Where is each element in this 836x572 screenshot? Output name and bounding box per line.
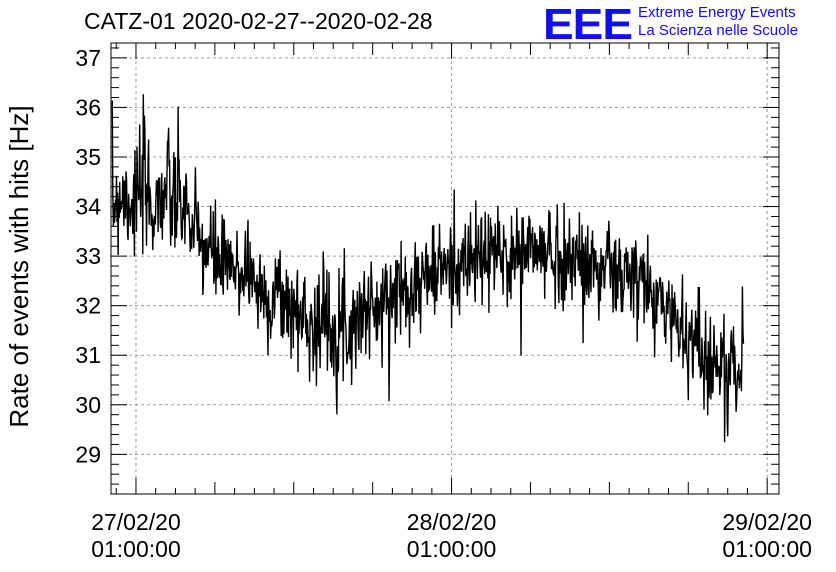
y-tick-label: 36 xyxy=(75,94,101,120)
x-axis: 27/02/2001:00:0028/02/2001:00:0029/02/20… xyxy=(91,43,812,562)
logo-caption: Extreme Energy Events La Scienza nelle S… xyxy=(638,4,798,40)
logo-caption-line1: Extreme Energy Events xyxy=(638,4,796,21)
y-tick-label: 30 xyxy=(75,392,101,418)
y-tick-label: 34 xyxy=(75,194,101,220)
y-axis: 29 30 31 32 33 34 35 36 37 xyxy=(75,45,779,495)
x-tick-label-date: 29/02/20 xyxy=(722,509,812,535)
series-group xyxy=(111,94,745,443)
eee-logo: EEE xyxy=(543,0,633,49)
y-axis-title: Rate of events with hits [Hz] xyxy=(4,105,34,427)
y-tick-label: 29 xyxy=(75,441,101,467)
rate-series-line xyxy=(111,94,745,443)
plot-frame xyxy=(110,42,780,495)
logo-caption-line2: La Scienza nelle Scuole xyxy=(638,22,799,39)
x-tick-label-time: 01:00:00 xyxy=(91,536,181,562)
y-tick-label: 33 xyxy=(75,243,101,269)
chart-title: CATZ-01 2020-02-27--2020-02-28 xyxy=(84,8,433,34)
x-tick-label-date: 28/02/20 xyxy=(407,509,497,535)
y-tick-label: 31 xyxy=(75,342,101,368)
x-tick-label-time: 01:00:00 xyxy=(722,536,812,562)
x-tick-label-date: 27/02/20 xyxy=(91,509,181,535)
y-tick-label: 32 xyxy=(75,293,101,319)
y-tick-label: 37 xyxy=(75,45,101,71)
y-tick-label: 35 xyxy=(75,144,101,170)
x-tick-label-time: 01:00:00 xyxy=(407,536,497,562)
